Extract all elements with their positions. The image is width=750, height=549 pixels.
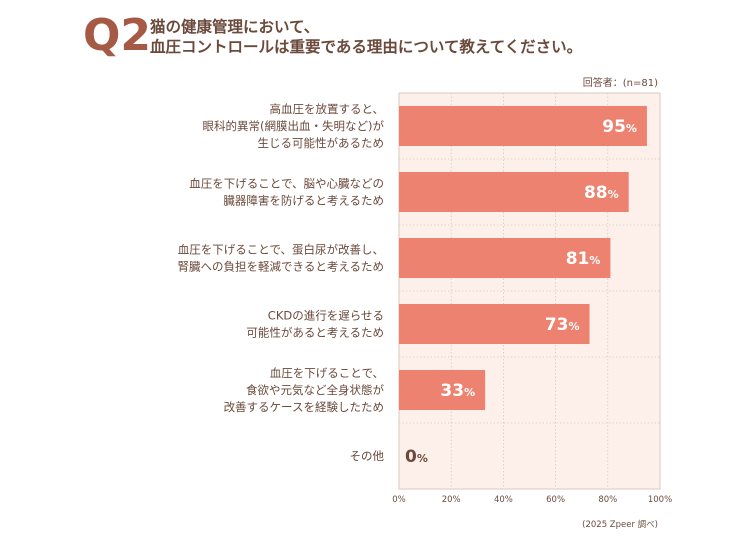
- question-title-line1: 猫の健康管理において、: [150, 18, 320, 36]
- category-label: 眼科的異常(網膜出血・失明など)が: [203, 119, 385, 133]
- x-tick-label: 20%: [442, 495, 461, 505]
- x-tick-label: 100%: [648, 495, 672, 505]
- category-label: 血圧を下げることで、蛋白尿が改善し、: [178, 243, 384, 257]
- category-label: 改善するケースを経験したため: [224, 400, 384, 414]
- bar: [399, 304, 590, 344]
- x-tick-label: 80%: [598, 495, 617, 505]
- value-label: 88%: [584, 183, 619, 203]
- x-tick-label: 40%: [494, 495, 513, 505]
- bar: [399, 238, 611, 278]
- category-label: 可能性があると考えるため: [246, 326, 384, 340]
- category-label: 腎臓への負担を軽減できると考えるため: [178, 260, 384, 274]
- category-label: 臓器障害を防げると考えるため: [223, 194, 384, 208]
- bar: [399, 172, 629, 212]
- category-label: 生じる可能性があるため: [258, 136, 385, 150]
- plot-frame: [398, 92, 661, 490]
- question-number: Q2: [83, 10, 152, 61]
- value-label: 0%: [405, 447, 428, 467]
- bar: [399, 106, 647, 146]
- question-title-line2: 血圧コントロールは重要である理由について教えてください。: [150, 38, 583, 56]
- category-label: 食欲や元気など全身状態が: [246, 383, 384, 397]
- category-label: CKDの進行を遅らせる: [268, 309, 384, 323]
- value-label: 73%: [545, 315, 580, 335]
- category-label: 血圧を下げることで、脳や心臓などの: [189, 177, 384, 191]
- source-note: (2025 Zpeer 調べ): [582, 520, 658, 530]
- x-tick-label: 60%: [546, 495, 565, 505]
- category-label: 血圧を下げることで、: [270, 366, 384, 380]
- value-label: 81%: [566, 249, 601, 269]
- respondents-note: 回答者：(n=81): [582, 78, 658, 89]
- value-label: 33%: [440, 381, 475, 401]
- bar: [399, 370, 486, 410]
- category-label: その他: [350, 449, 385, 463]
- x-tick-label: 0%: [392, 495, 406, 505]
- category-label: 高血圧を放置すると、: [269, 102, 384, 116]
- value-label: 95%: [602, 117, 637, 137]
